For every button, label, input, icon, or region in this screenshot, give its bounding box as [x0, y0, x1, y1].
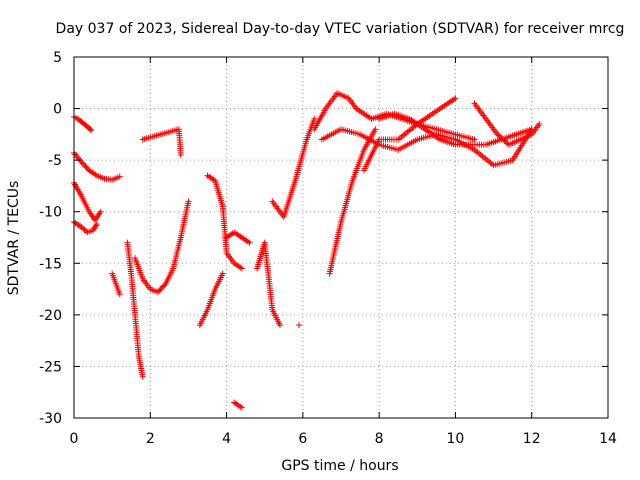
data-point	[372, 126, 379, 133]
series-arc-s	[318, 126, 535, 169]
series-arc-w	[471, 100, 543, 148]
data-point	[139, 373, 146, 380]
series-arc-k	[223, 229, 253, 246]
series-arc-q	[311, 90, 360, 133]
data-point	[97, 208, 104, 215]
plot-frame	[73, 56, 609, 419]
data-point	[495, 132, 502, 139]
x-tick-labels: 0 2 4 6 8 10 12 14	[70, 431, 617, 447]
x-tick-label: 10	[447, 431, 465, 447]
gridlines	[74, 57, 608, 418]
series-arc-h	[139, 126, 184, 158]
y-axis-label: SDTVAR / TECUs	[6, 181, 22, 296]
data-point	[502, 139, 509, 146]
data-point	[219, 270, 226, 277]
data-point	[116, 291, 123, 298]
series-arc-j	[204, 172, 230, 256]
data-point	[81, 161, 88, 168]
x-tick-label: 14	[599, 431, 617, 447]
x-tick-label: 12	[523, 431, 541, 447]
series-arc-o	[269, 115, 318, 220]
y-tick-label: -20	[39, 308, 62, 324]
y-tick-labels: 5 0 -5 -10 -15 -20 -25 -30	[39, 50, 62, 427]
y-tick-label: 0	[53, 102, 62, 118]
data-point	[79, 160, 86, 167]
data-point	[88, 127, 95, 134]
series-arc-u	[360, 95, 459, 174]
x-axis-label: GPS time / hours	[281, 458, 398, 474]
data-point	[80, 225, 87, 232]
series-arc-r	[326, 126, 379, 277]
data-point	[154, 289, 161, 296]
series-arc-p	[296, 322, 303, 329]
data-point	[238, 265, 245, 272]
x-tick-label: 4	[222, 431, 231, 447]
chart-title: Day 037 of 2023, Sidereal Day-to-day VTE…	[56, 21, 625, 37]
series-arc-d	[71, 219, 100, 236]
series-arc-m	[231, 399, 245, 411]
series-arc-b	[71, 149, 123, 183]
data-point	[238, 404, 245, 411]
data-point	[87, 126, 94, 133]
y-tick-label: -30	[39, 411, 62, 427]
data-point	[500, 136, 507, 143]
y-tick-label: -10	[39, 205, 62, 221]
series-arc-l	[223, 249, 245, 272]
data-point	[276, 322, 283, 329]
data-point	[185, 198, 192, 205]
data-point	[156, 287, 163, 294]
data-point	[494, 131, 501, 138]
data-point	[83, 164, 90, 171]
series-arc-e	[109, 270, 123, 298]
data-point	[78, 159, 85, 166]
data-point	[452, 95, 459, 102]
data-point	[78, 224, 85, 231]
series-arc-i	[196, 270, 226, 329]
data-point	[501, 137, 508, 144]
data-point	[82, 163, 89, 170]
data-point	[157, 286, 164, 293]
y-tick-label: -5	[48, 153, 62, 169]
x-tick-label: 8	[375, 431, 384, 447]
y-tick-label: 5	[53, 50, 62, 66]
data-series	[71, 90, 543, 411]
data-point	[158, 285, 165, 292]
series-arc-n	[254, 239, 283, 329]
data-point	[536, 121, 543, 128]
data-point	[498, 135, 505, 142]
x-tick-label: 6	[298, 431, 307, 447]
y-tick-label: -15	[39, 256, 62, 272]
data-point	[160, 283, 166, 290]
data-point	[311, 115, 318, 122]
series-arc-g	[132, 198, 192, 296]
x-tick-label: 0	[70, 431, 79, 447]
data-point	[177, 151, 184, 158]
data-point	[116, 173, 123, 180]
data-point	[93, 221, 100, 228]
data-point	[497, 133, 504, 140]
data-point	[161, 282, 168, 289]
series-arc-c	[71, 179, 104, 223]
axis-ticks	[73, 56, 609, 419]
data-point	[246, 239, 253, 246]
data-point	[82, 228, 89, 235]
series-arc-f	[124, 239, 146, 380]
y-tick-label: -25	[39, 359, 62, 375]
data-point	[296, 322, 303, 329]
data-point	[81, 226, 88, 233]
x-tick-label: 2	[146, 431, 155, 447]
data-point	[471, 136, 478, 143]
